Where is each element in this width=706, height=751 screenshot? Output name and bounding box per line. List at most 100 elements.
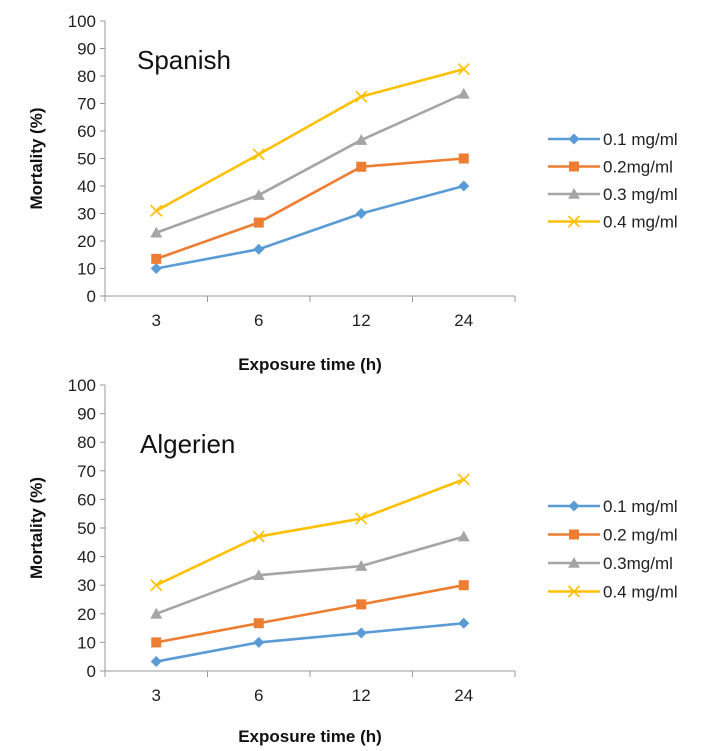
legend-entry: 0.4 mg/ml bbox=[548, 213, 678, 232]
legend-label: 0.2mg/ml bbox=[603, 158, 673, 177]
legend-label: 0.1 mg/ml bbox=[603, 497, 678, 516]
y-tick-label: 80 bbox=[77, 433, 96, 452]
legend-entry: 0.4 mg/ml bbox=[548, 583, 678, 602]
chart-panel-2: 0 10 20 30 40 50 60 70 80 90 100 3 6 12 24 Exposure tim… bbox=[27, 376, 678, 746]
data-point bbox=[458, 580, 469, 591]
data-point bbox=[355, 512, 368, 525]
data-point bbox=[355, 90, 368, 103]
chart-title: Algerien bbox=[140, 429, 235, 459]
x-tick-label: 24 bbox=[454, 686, 473, 705]
series-4 bbox=[150, 63, 470, 217]
y-tick-label: 40 bbox=[77, 177, 96, 196]
data-point bbox=[253, 636, 265, 648]
legend-marker bbox=[569, 529, 579, 540]
data-point bbox=[355, 134, 368, 145]
y-tick-label: 70 bbox=[77, 462, 96, 481]
x-tick-label: 12 bbox=[352, 311, 371, 330]
series-line bbox=[155, 478, 465, 587]
data-point bbox=[356, 599, 367, 610]
data-point bbox=[458, 180, 470, 192]
y-axis-title: Mortality (%) bbox=[27, 477, 46, 579]
data-point bbox=[150, 656, 162, 668]
y-tick-label: 20 bbox=[77, 605, 96, 624]
legend-marker bbox=[568, 500, 580, 512]
y-tick-label: 40 bbox=[77, 548, 96, 567]
x-tick-label: 6 bbox=[254, 311, 263, 330]
legend-label: 0.4 mg/ml bbox=[603, 213, 678, 232]
x-axis-title: Exposure time (h) bbox=[238, 355, 382, 374]
data-point bbox=[253, 217, 264, 228]
series-3 bbox=[150, 87, 470, 238]
data-point bbox=[252, 569, 265, 580]
y-tick-label: 30 bbox=[77, 576, 96, 595]
legend-marker bbox=[569, 161, 579, 172]
data-point bbox=[458, 617, 470, 629]
data-point bbox=[150, 579, 163, 592]
series-2 bbox=[151, 580, 469, 648]
data-point bbox=[151, 253, 162, 264]
data-point bbox=[355, 627, 367, 639]
data-point bbox=[150, 263, 162, 274]
legend-label: 0.3mg/ml bbox=[603, 554, 673, 573]
legend-marker bbox=[568, 133, 580, 145]
series-line bbox=[155, 92, 465, 234]
data-point bbox=[253, 243, 265, 255]
series-line bbox=[156, 184, 465, 270]
y-tick-label: 0 bbox=[87, 287, 96, 306]
y-tick-label: 0 bbox=[87, 662, 96, 681]
chart-title: Spanish bbox=[137, 45, 231, 75]
series-3 bbox=[150, 530, 470, 619]
y-tick-label: 100 bbox=[68, 376, 96, 395]
y-tick-label: 10 bbox=[77, 260, 96, 279]
y-tick-label: 70 bbox=[77, 95, 96, 114]
data-point bbox=[457, 473, 470, 486]
data-point bbox=[458, 153, 469, 164]
legend-entry: 0.3 mg/ml bbox=[548, 185, 678, 204]
legend-marker bbox=[567, 585, 581, 598]
y-tick-label: 80 bbox=[77, 67, 96, 86]
legend-label: 0.2 mg/ml bbox=[603, 526, 678, 545]
series-1 bbox=[150, 617, 470, 668]
legend-label: 0.1 mg/ml bbox=[603, 130, 678, 149]
legend-entry: 0.2 mg/ml bbox=[548, 526, 678, 545]
series-line bbox=[156, 583, 464, 644]
legend-entry: 0.1 mg/ml bbox=[548, 130, 678, 149]
legend-marker bbox=[568, 188, 580, 199]
y-axis-title: Mortality (%) bbox=[27, 108, 46, 210]
y-tick-label: 90 bbox=[77, 40, 96, 59]
x-tick-label: 3 bbox=[152, 311, 161, 330]
chart-panel-1: 0 10 20 30 40 50 60 70 80 90 100 3 6 12 24 Exposure tim… bbox=[27, 12, 678, 374]
series-2 bbox=[151, 153, 469, 264]
y-tick-label: 50 bbox=[77, 519, 96, 538]
data-point bbox=[252, 189, 265, 200]
x-axis-title: Exposure time (h) bbox=[238, 727, 382, 746]
y-tick-label: 20 bbox=[77, 232, 96, 251]
data-point bbox=[355, 560, 368, 571]
series-1 bbox=[150, 180, 470, 274]
y-tick-label: 60 bbox=[77, 122, 96, 141]
y-tick-label: 10 bbox=[77, 633, 96, 652]
data-point bbox=[151, 637, 162, 648]
y-tick-label: 60 bbox=[77, 490, 96, 509]
series-line bbox=[155, 157, 464, 261]
legend-entry: 0.1 mg/ml bbox=[548, 497, 678, 516]
series-line bbox=[155, 535, 465, 616]
y-tick-label: 50 bbox=[77, 150, 96, 169]
legend-marker bbox=[567, 215, 581, 228]
data-point bbox=[355, 208, 367, 219]
data-point bbox=[253, 618, 264, 629]
data-point bbox=[457, 530, 470, 542]
x-tick-label: 24 bbox=[454, 311, 473, 330]
legend-entry: 0.2mg/ml bbox=[548, 158, 673, 177]
data-point bbox=[150, 226, 163, 238]
data-point bbox=[150, 607, 163, 619]
x-tick-label: 6 bbox=[254, 686, 263, 705]
y-tick-label: 30 bbox=[77, 205, 96, 224]
y-tick-label: 100 bbox=[68, 12, 96, 31]
data-point bbox=[252, 148, 265, 161]
data-point bbox=[457, 63, 470, 76]
legend-marker bbox=[568, 557, 580, 568]
legend-label: 0.4 mg/ml bbox=[603, 583, 678, 602]
data-point bbox=[150, 204, 163, 217]
